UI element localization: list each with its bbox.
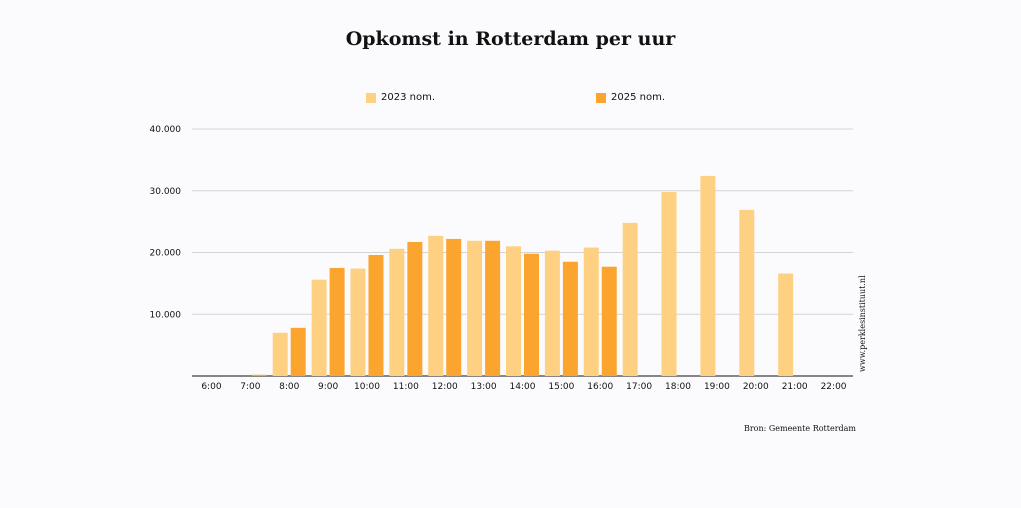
y-tick-label: 40.000: [150, 125, 182, 135]
bar-2023-2100: [778, 273, 794, 376]
bar-2025-1000: [368, 254, 384, 376]
bar-2023-1500: [544, 250, 560, 376]
bar-2025-700: [251, 374, 267, 376]
x-tick-label: 11:00: [393, 382, 419, 392]
x-tick-label: 15:00: [548, 382, 574, 392]
x-tick-label: 10:00: [354, 382, 380, 392]
bar-2025-900: [329, 267, 345, 376]
bar-2023-1100: [389, 248, 405, 376]
bar-2023-1300: [467, 240, 483, 376]
x-tick-label: 20:00: [743, 382, 769, 392]
x-tick-label: 22:00: [821, 382, 847, 392]
watermark: www.perklesinstituut.nl: [858, 275, 867, 372]
chart-title: Opkomst in Rotterdam per uur: [345, 28, 676, 50]
bar-2023-800: [272, 332, 288, 376]
legend-item-2025: 2025 nom.: [596, 92, 665, 103]
source-note: Bron: Gemeente Rotterdam: [743, 424, 856, 433]
x-tick-label: 21:00: [782, 382, 808, 392]
bar-2025-800: [290, 327, 306, 376]
y-tick-label: 10.000: [150, 310, 182, 320]
legend-swatch-2023: [366, 92, 376, 103]
x-tick-label: 14:00: [510, 382, 536, 392]
bar-2025-1300: [485, 240, 501, 376]
legend-label-2025: 2025 nom.: [611, 92, 666, 103]
bar-2025-1600: [601, 266, 617, 376]
legend-label-2023: 2023 nom.: [381, 92, 436, 103]
x-tick-label: 7:00: [240, 382, 260, 392]
bar-2025-1500: [562, 261, 578, 376]
bar-2023-900: [311, 279, 327, 376]
x-tick-label: 8:00: [279, 382, 299, 392]
bar-2023-1200: [428, 235, 444, 376]
x-tick-label: 13:00: [471, 382, 497, 392]
x-tick-label: 18:00: [665, 382, 691, 392]
x-tick-label: 12:00: [432, 382, 458, 392]
x-tick-label: 17:00: [626, 382, 652, 392]
bar-2023-1900: [700, 175, 716, 376]
legend-item-2023: 2023 nom.: [366, 92, 435, 103]
legend-swatch-2025: [596, 92, 606, 103]
bar-2023-1600: [583, 247, 599, 376]
y-tick-label: 30.000: [150, 187, 182, 197]
bar-2025-1100: [407, 242, 423, 376]
y-tick-label: 20.000: [150, 249, 182, 259]
x-tick-label: 16:00: [587, 382, 613, 392]
bar-2025-1200: [446, 238, 462, 376]
bar-2023-1000: [350, 268, 366, 376]
bar-2023-1800: [661, 191, 677, 376]
bar-2025-1400: [524, 253, 539, 376]
x-tick-label: 19:00: [704, 382, 730, 392]
bar-2023-1400: [506, 246, 521, 376]
x-tick-label: 6:00: [201, 382, 221, 392]
bar-2023-1700: [622, 222, 638, 376]
x-tick-label: 9:00: [318, 382, 338, 392]
bar-2023-2000: [739, 209, 755, 376]
